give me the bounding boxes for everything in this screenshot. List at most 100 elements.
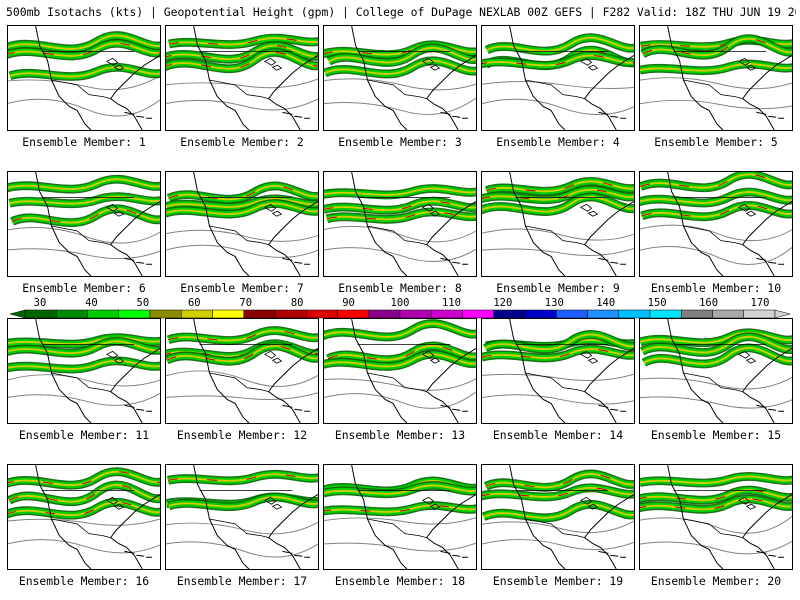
colorbar-segment: [618, 309, 651, 319]
coastline: [35, 319, 92, 423]
coastline: [193, 319, 250, 423]
coastline: [267, 201, 318, 276]
colorbar-segment: [56, 309, 88, 319]
ensemble-member-map: [323, 171, 477, 277]
country-border: [51, 518, 111, 538]
jet-stream-max: [11, 208, 160, 224]
caribbean-islands: [124, 111, 153, 119]
height-contour: [482, 247, 634, 256]
height-contour: [482, 520, 634, 534]
jet-stream-core: [640, 475, 792, 484]
jet-stream-max: [168, 185, 318, 200]
caribbean-islands: [756, 257, 785, 265]
ensemble-member-label: Ensemble Member: 11: [18, 428, 150, 442]
colorbar-tick-label: 70: [239, 297, 253, 309]
country-border: [367, 518, 427, 538]
jet-stream-core: [640, 489, 792, 502]
coastline: [583, 348, 634, 423]
coastline: [425, 348, 476, 423]
ensemble-member-label: Ensemble Member: 8: [338, 281, 462, 295]
colorbar-segment: [399, 309, 432, 319]
country-border: [51, 79, 111, 99]
great-lakes: [105, 203, 125, 217]
ensemble-member-label: Ensemble Member: 14: [492, 428, 624, 442]
caribbean-islands: [440, 257, 469, 265]
ensemble-member-label: Ensemble Member: 6: [22, 281, 146, 295]
jet-stream-core: [8, 470, 160, 487]
jet-stream-core: [8, 336, 160, 346]
jet-stream-core: [8, 484, 160, 503]
country-border: [209, 372, 269, 392]
height-contour: [324, 225, 476, 243]
great-lakes: [737, 203, 757, 217]
great-lakes: [737, 57, 757, 71]
height-contour: [324, 542, 476, 552]
height-contour: [640, 77, 792, 90]
height-contour: [640, 516, 792, 534]
colorbar-tick-label: 150: [647, 297, 667, 309]
jet-stream-core: [640, 191, 792, 204]
ensemble-member-map: [639, 171, 793, 277]
coastline: [351, 26, 408, 130]
jet-stream-core: [484, 333, 634, 351]
height-contour: [8, 248, 160, 260]
height-contour: [640, 224, 792, 242]
jet-stream-core: [482, 486, 634, 498]
country-border: [209, 79, 269, 99]
colorbar-segment: [181, 309, 213, 319]
caribbean-islands: [598, 404, 627, 412]
colorbar-segment: [712, 309, 744, 319]
colorbar-left-arrow: [9, 309, 26, 319]
caribbean-islands: [282, 404, 311, 412]
caribbean-islands: [124, 404, 153, 412]
height-contour: [324, 78, 476, 91]
great-lakes: [579, 57, 599, 71]
height-contour: [482, 539, 634, 551]
height-contour: [8, 393, 160, 406]
colorbar-segment: [493, 309, 526, 319]
colorbar-segment: [24, 309, 57, 319]
ensemble-member-map: [481, 318, 635, 424]
jet-stream-core: [166, 197, 318, 208]
colorbar-tick-label: 120: [493, 297, 513, 309]
ensemble-member-map: [7, 171, 161, 277]
caribbean-islands: [440, 111, 469, 119]
colorbar-tick-label: 100: [390, 297, 410, 309]
great-lakes: [105, 57, 125, 71]
jet-stream-core: [640, 498, 792, 511]
great-lakes: [737, 350, 757, 364]
ensemble-member-label: Ensemble Member: 19: [492, 574, 624, 588]
ensemble-member-map: [7, 464, 161, 570]
caribbean-islands: [598, 550, 627, 558]
ensemble-member-label: Ensemble Member: 9: [496, 281, 620, 295]
colorbar-tick-label: 170: [750, 297, 770, 309]
country-border: [683, 518, 743, 538]
ensemble-member-label: Ensemble Member: 7: [180, 281, 304, 295]
colorbar-segment: [368, 309, 401, 319]
ensemble-member-label: Ensemble Member: 3: [338, 135, 462, 149]
coastline: [109, 55, 160, 130]
colorbar-segment: [337, 309, 369, 319]
great-lakes: [579, 203, 599, 217]
ensemble-member-label: Ensemble Member: 17: [176, 574, 308, 588]
colorbar-segment: [431, 309, 463, 319]
jet-stream-core: [486, 36, 634, 53]
jet-stream-core: [640, 173, 792, 189]
jet-stream-core: [482, 188, 634, 201]
country-border: [683, 79, 743, 99]
country-border: [209, 518, 269, 538]
caribbean-islands: [598, 257, 627, 265]
coastline: [667, 172, 724, 276]
caribbean-islands: [124, 257, 153, 265]
ensemble-member-map: [481, 464, 635, 570]
jet-stream-core: [483, 503, 634, 519]
height-contour: [324, 97, 476, 115]
caribbean-islands: [282, 257, 311, 265]
country-border: [525, 518, 585, 538]
jet-stream-max: [486, 181, 634, 192]
ensemble-member-label: Ensemble Member: 12: [176, 428, 308, 442]
ensemble-member-map: [165, 318, 319, 424]
coastline: [193, 465, 250, 569]
jet-stream-core: [8, 340, 160, 355]
